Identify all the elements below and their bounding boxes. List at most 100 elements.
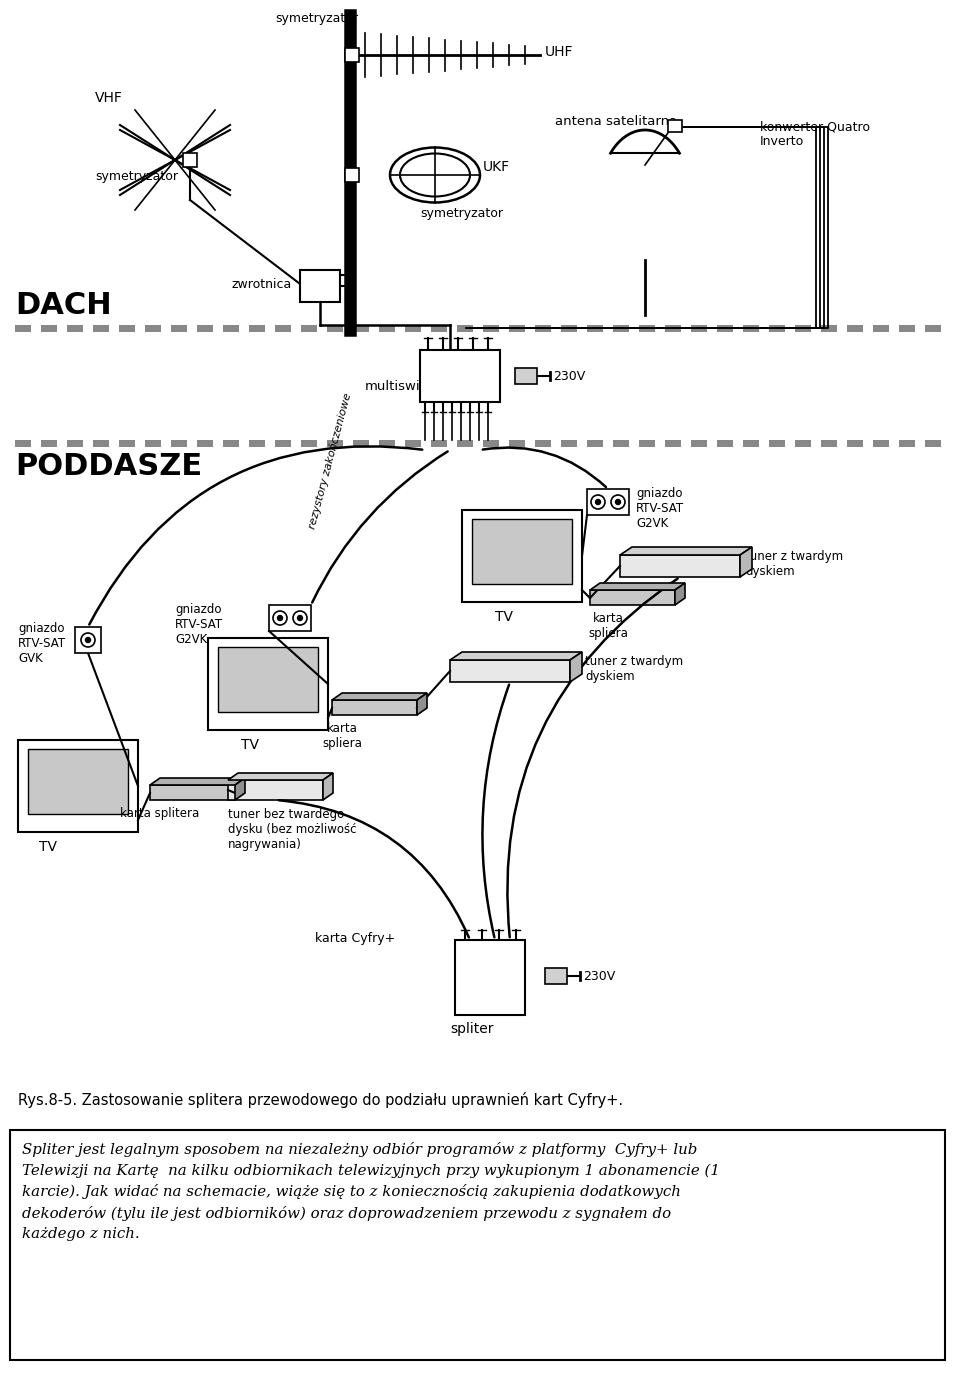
Bar [93, 440, 109, 447]
Bar [171, 325, 187, 332]
Bar [457, 440, 473, 447]
Bar [345, 168, 359, 181]
Bar [665, 325, 681, 332]
Bar [620, 555, 740, 578]
Polygon shape [740, 547, 752, 578]
Bar [483, 440, 499, 447]
Bar [639, 440, 655, 447]
Text: 230V: 230V [553, 370, 586, 384]
Bar [28, 749, 129, 813]
Bar [847, 325, 863, 332]
Bar [691, 325, 707, 332]
Polygon shape [620, 547, 752, 555]
Bar [590, 590, 675, 605]
Bar [119, 325, 135, 332]
Bar [150, 785, 235, 801]
Bar [769, 440, 785, 447]
Bar [145, 325, 161, 332]
Circle shape [615, 500, 620, 504]
Bar [821, 440, 837, 447]
Bar [431, 440, 447, 447]
Bar [67, 440, 83, 447]
Polygon shape [590, 583, 685, 590]
Polygon shape [228, 773, 333, 780]
Polygon shape [323, 773, 333, 801]
Bar [821, 325, 837, 332]
Bar [379, 325, 395, 332]
Bar [847, 440, 863, 447]
Bar [353, 440, 369, 447]
Text: gniazdo
RTV-SAT
G2VK: gniazdo RTV-SAT G2VK [636, 488, 684, 530]
Bar [535, 325, 551, 332]
Bar [668, 120, 682, 132]
Bar [587, 325, 603, 332]
Bar [535, 440, 551, 447]
Text: antena satelitarna: antena satelitarna [555, 115, 677, 127]
Bar [795, 440, 811, 447]
Bar [197, 440, 213, 447]
Bar [639, 325, 655, 332]
Bar [41, 440, 57, 447]
Text: tuner z twardym
dyskiem: tuner z twardym dyskiem [585, 655, 684, 683]
Bar [353, 325, 369, 332]
Text: tuner bez twardego
dysku (bez możliwość
nagrywania): tuner bez twardego dysku (bez możliwość … [228, 807, 356, 850]
Bar [717, 325, 733, 332]
Bar [300, 270, 340, 302]
Bar [379, 440, 395, 447]
Bar [405, 440, 421, 447]
Bar [41, 325, 57, 332]
Text: Rys.8-5. Zastosowanie splitera przewodowego do podziału uprawnień kart Cyfry+.: Rys.8-5. Zastosowanie splitera przewodow… [18, 1091, 623, 1108]
Bar [327, 325, 343, 332]
Polygon shape [235, 778, 245, 801]
Bar [10, 1130, 945, 1360]
Bar [899, 325, 915, 332]
Bar [75, 627, 101, 652]
Bar [275, 440, 291, 447]
Circle shape [85, 637, 90, 643]
Circle shape [273, 611, 287, 625]
Text: DACH: DACH [15, 291, 111, 320]
Polygon shape [450, 652, 582, 661]
Bar [249, 440, 265, 447]
Text: UKF: UKF [483, 161, 510, 175]
Circle shape [81, 633, 95, 647]
Bar [275, 325, 291, 332]
Polygon shape [332, 692, 427, 699]
Text: konwerter Quatro
Inverto: konwerter Quatro Inverto [760, 120, 870, 148]
Bar [269, 605, 311, 632]
Bar [450, 661, 570, 681]
Text: TV: TV [495, 609, 513, 625]
Bar [899, 440, 915, 447]
Bar [18, 740, 138, 832]
Bar [223, 440, 239, 447]
Text: PODDASZE: PODDASZE [15, 452, 203, 481]
Circle shape [595, 500, 601, 504]
Bar [301, 440, 317, 447]
Polygon shape [570, 652, 582, 681]
Bar [457, 325, 473, 332]
Bar [405, 325, 421, 332]
Circle shape [293, 611, 307, 625]
Bar [613, 440, 629, 447]
Text: rezystory zakończeniowe: rezystory zakończeniowe [307, 392, 353, 530]
Bar [462, 510, 582, 602]
Text: zwrotnica: zwrotnica [232, 278, 292, 291]
Circle shape [277, 615, 282, 620]
Text: spliter: spliter [450, 1022, 493, 1036]
Text: multiswitch: multiswitch [365, 379, 442, 393]
Polygon shape [150, 778, 245, 785]
Text: UHF: UHF [545, 44, 573, 60]
Bar [431, 325, 447, 332]
Bar [171, 440, 187, 447]
Bar [873, 440, 889, 447]
Text: gniazdo
RTV-SAT
G2VK: gniazdo RTV-SAT G2VK [175, 602, 223, 645]
Bar [587, 440, 603, 447]
Text: symetryzator: symetryzator [420, 206, 503, 220]
Bar [795, 325, 811, 332]
Bar [93, 325, 109, 332]
Bar [249, 325, 265, 332]
Bar [228, 780, 323, 801]
Bar [717, 440, 733, 447]
Bar [613, 325, 629, 332]
Bar [769, 325, 785, 332]
